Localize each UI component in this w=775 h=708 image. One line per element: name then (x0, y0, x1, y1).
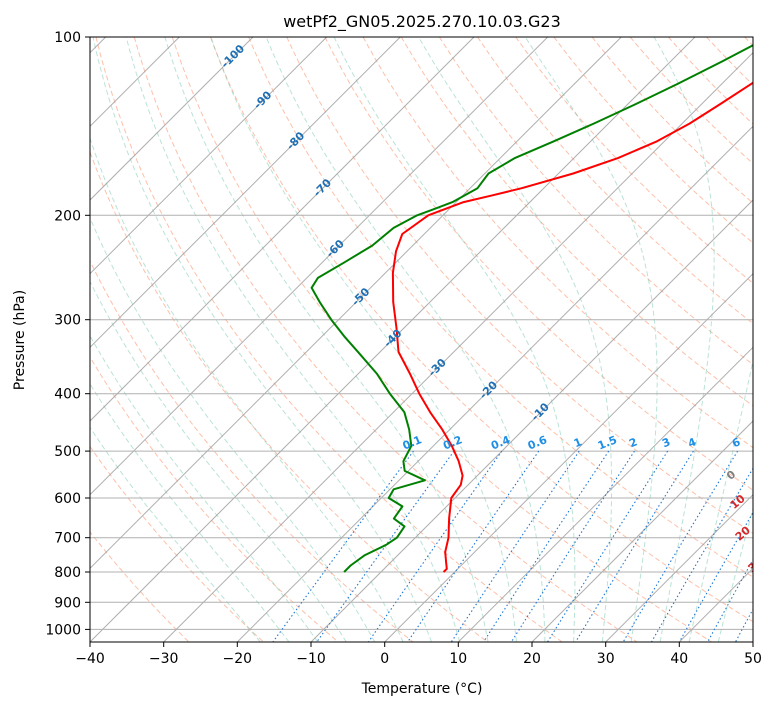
x-tick-label: 40 (670, 651, 688, 667)
y-tick-label: 200 (54, 208, 81, 224)
mixing-ratio-line (407, 450, 540, 642)
y-tick-label: 1000 (45, 622, 81, 638)
y-tick-label: 900 (54, 595, 81, 611)
mixing-ratio-line (450, 450, 580, 642)
dry-adiabat-line (133, 37, 638, 642)
isotherm-line (457, 346, 753, 642)
dry-adiabat-line (90, 445, 264, 642)
x-tick-label: −20 (223, 651, 253, 667)
moist-adiabat-line (524, 37, 658, 642)
y-tick-label: 700 (54, 531, 81, 547)
x-tick-label: 10 (449, 651, 467, 667)
dry-adiabat-line (90, 259, 414, 642)
y-tick-label: 400 (54, 387, 81, 403)
moist-adiabat-line (90, 334, 319, 642)
data-series (310, 44, 753, 573)
x-tick-label: −40 (75, 651, 105, 667)
dry-adiabat-line (248, 37, 753, 578)
moist-adiabat-line (92, 37, 432, 642)
moist-adiabat-line (164, 37, 489, 642)
moist-adiabat-line (653, 37, 715, 642)
x-axis-label: Temperature (°C) (361, 681, 483, 697)
dry-adiabat-line (400, 37, 753, 407)
y-tick-label: 800 (54, 565, 81, 581)
dry-adiabat-line (324, 37, 753, 491)
axes: −40 −30 −20 −10 0 10 20 30 40 50 100 200 300 400 500 60… (45, 30, 762, 667)
x-tick-label: 50 (744, 651, 762, 667)
dry-adiabat-line (438, 37, 753, 366)
x-tick-label: 30 (597, 651, 615, 667)
isotherm-line (310, 199, 753, 642)
moist-adiabat-line (333, 37, 576, 642)
isotherm-line (752, 641, 753, 642)
mixing-ratio-line (678, 511, 753, 642)
dry-adiabat-line (90, 150, 488, 642)
dry-adiabat-line (515, 37, 753, 284)
isotherm-line (90, 37, 622, 570)
dewpoint-profile-line (310, 44, 753, 573)
x-tick-label: −30 (149, 651, 179, 667)
y-axis-label: Pressure (hPa) (12, 290, 28, 390)
dry-adiabat-line (210, 37, 753, 623)
isotherm-line (90, 37, 254, 201)
mixing-ratio-line (483, 450, 610, 642)
moist-adiabat-line (717, 506, 753, 642)
mixing-ratio-line (272, 450, 414, 642)
moist-adiabat-line (418, 37, 613, 642)
moist-adiabat-line (90, 216, 376, 642)
moist-adiabat-line (688, 358, 753, 642)
isotherm-line (90, 37, 328, 275)
moist-adiabat-line (90, 426, 261, 642)
moist-adiabat-line (90, 382, 290, 642)
x-tick-label: −10 (296, 651, 326, 667)
dry-adiabat-line (286, 37, 753, 534)
isotherm-line (90, 37, 401, 349)
y-tick-label: 600 (54, 491, 81, 507)
plot-background (90, 37, 753, 642)
isotherm-line (90, 37, 475, 422)
isotherm-line (163, 51, 753, 642)
mixing-ratio-line (760, 451, 775, 642)
y-tick-label: 300 (54, 313, 81, 329)
y-tick-label: 100 (54, 30, 81, 46)
dry-adiabat-line (95, 37, 563, 642)
isotherm-line (531, 420, 753, 642)
isotherm-line (384, 272, 753, 642)
mixing-ratio-line (707, 558, 753, 642)
x-tick-label: 20 (523, 651, 541, 667)
isotherm-line (236, 125, 753, 642)
x-tick-label: 0 (380, 651, 389, 667)
temperature-profile-line (391, 81, 753, 573)
moist-adiabat-line (125, 37, 461, 642)
mixing-ratio-label: 1 (572, 435, 584, 450)
dry-adiabat-line (629, 37, 753, 165)
moist-adiabat-label: 30 (745, 555, 765, 575)
dry-adiabat-line (553, 37, 753, 244)
plot-frame (89, 36, 754, 643)
isotherm-line (90, 37, 696, 642)
isotherm-line (90, 37, 549, 496)
moist-adiabat-label: 40 (758, 583, 775, 603)
chart-title: wetPf2_GN05.2025.270.10.03.G23 (283, 12, 561, 32)
moist-adiabat-line (265, 37, 546, 642)
moist-adiabat-line (90, 136, 404, 642)
mixing-ratio-line (575, 450, 694, 642)
moist-adiabat-line (210, 37, 517, 642)
mixing-ratio-line (367, 450, 503, 642)
isotherm-line (605, 493, 753, 642)
mixing-ratio-label: 2 (627, 435, 639, 450)
moist-adiabat-line (90, 280, 347, 642)
mixing-ratio-label: 8 (756, 435, 768, 450)
background-lines (90, 37, 775, 642)
y-tick-label: 500 (54, 444, 81, 460)
dry-adiabat-line (362, 37, 753, 449)
mixing-ratio-label: 3 (660, 435, 672, 450)
